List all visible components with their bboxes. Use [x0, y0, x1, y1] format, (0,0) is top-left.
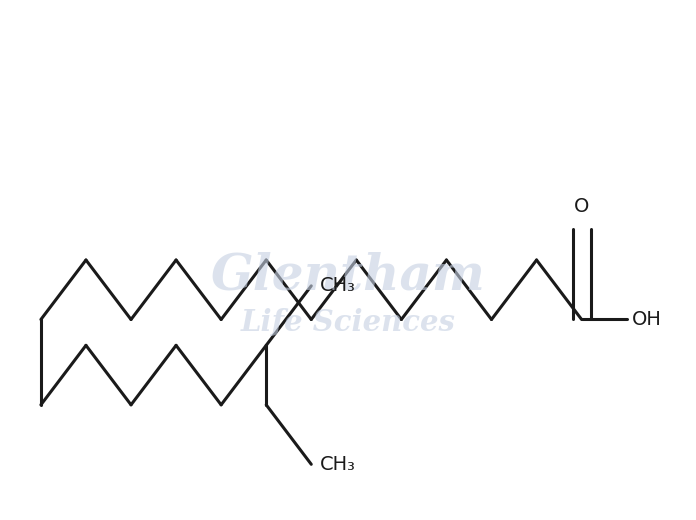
Text: OH: OH — [632, 310, 662, 329]
Text: Glentham: Glentham — [211, 251, 485, 300]
Text: CH₃: CH₃ — [319, 276, 356, 295]
Text: CH₃: CH₃ — [319, 455, 356, 474]
Text: Life Sciences: Life Sciences — [241, 307, 455, 336]
Text: O: O — [574, 197, 590, 216]
